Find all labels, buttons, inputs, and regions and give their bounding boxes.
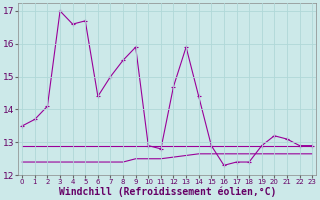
X-axis label: Windchill (Refroidissement éolien,°C): Windchill (Refroidissement éolien,°C)	[59, 187, 276, 197]
